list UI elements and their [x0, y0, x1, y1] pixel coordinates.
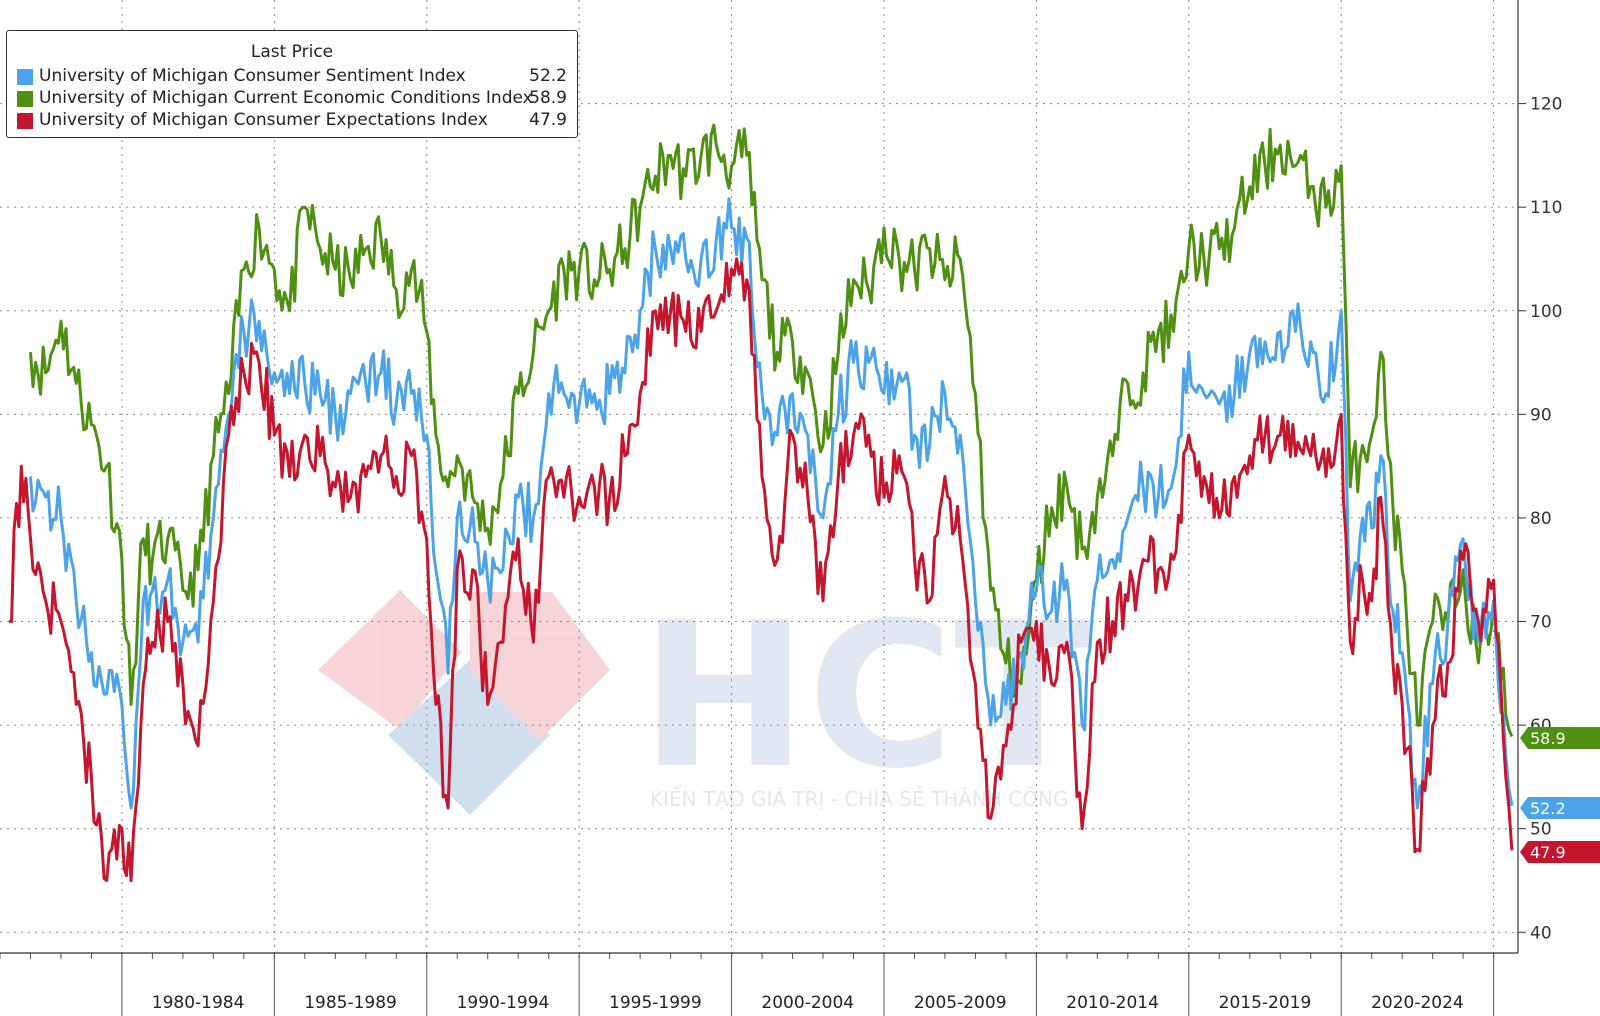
x-tick-label: 2005-2009 — [914, 993, 1007, 1013]
x-tick-label: 2000-2004 — [761, 993, 854, 1013]
y-tick-label-120: 120 — [1530, 95, 1562, 115]
y-tick-label-90: 90 — [1530, 405, 1552, 425]
x-tick-label: 2020-2024 — [1371, 993, 1464, 1013]
legend-entry-sentiment: University of Michigan Consumer Sentimen… — [17, 65, 567, 87]
x-tick-label: 1980-1984 — [152, 993, 245, 1013]
last-value-tag-bg — [1520, 727, 1600, 749]
legend-swatch-sentiment — [17, 69, 33, 85]
series-line-expectations — [9, 257, 1514, 882]
legend-value-expectations: 47.9 — [529, 110, 567, 130]
legend-entry-expectations: University of Michigan Consumer Expectat… — [17, 109, 567, 131]
y-tick-label-40: 40 — [1530, 923, 1552, 943]
y-tick-label-80: 80 — [1530, 509, 1552, 529]
legend-name-sentiment: University of Michigan Consumer Sentimen… — [39, 66, 466, 86]
last-value-tags: 58.9 52.2 47.9 — [1520, 727, 1600, 863]
legend-entry-current-conditions: University of Michigan Current Economic … — [17, 87, 567, 109]
legend-swatch-current-conditions — [17, 91, 33, 107]
series-line-sentiment — [29, 197, 1514, 810]
last-value-tag-expectations: 47.9 — [1520, 841, 1600, 863]
legend: Last Price University of Michigan Consum… — [6, 30, 578, 138]
watermark-logo-text: HCT — [640, 580, 1091, 813]
series-layer — [9, 123, 1514, 882]
watermark-logo-left-diamond — [318, 590, 462, 730]
legend-title: Last Price — [250, 42, 334, 62]
last-value-tag-bg — [1520, 797, 1600, 819]
last-value-tag-text: 58.9 — [1530, 729, 1566, 748]
last-value-tag-bg — [1520, 841, 1600, 863]
last-value-tag-current-conditions: 58.9 — [1520, 727, 1600, 749]
watermark: HCT KIẾN TẠO GIÁ TRỊ - CHIA SẺ THÀNH CÔN… — [318, 580, 1091, 815]
last-value-tag-text: 52.2 — [1530, 799, 1566, 818]
legend-name-current-conditions: University of Michigan Current Economic … — [39, 88, 533, 108]
series-line-current-conditions — [29, 123, 1514, 738]
legend-value-sentiment: 52.2 — [529, 66, 567, 86]
last-value-tag-sentiment: 52.2 — [1520, 797, 1600, 819]
x-tick-label: 1985-1989 — [304, 993, 397, 1013]
x-tick-label: 1995-1999 — [609, 993, 702, 1013]
x-tick-label: 2010-2014 — [1066, 993, 1159, 1013]
legend-value-current-conditions: 58.9 — [529, 88, 567, 108]
y-tick-label-100: 100 — [1530, 302, 1562, 322]
legend-name-expectations: University of Michigan Consumer Expectat… — [39, 110, 488, 130]
x-tick-label: 1990-1994 — [457, 993, 550, 1013]
last-value-tag-text: 47.9 — [1530, 843, 1566, 862]
y-tick-label-70: 70 — [1530, 613, 1552, 633]
watermark-slogan: KIẾN TẠO GIÁ TRỊ - CHIA SẺ THÀNH CÔNG — [650, 786, 1068, 811]
x-tick-label: 2015-2019 — [1219, 993, 1312, 1013]
legend-swatch-expectations — [17, 113, 33, 129]
y-tick-label-50: 50 — [1530, 820, 1552, 840]
y-tick-label-110: 110 — [1530, 198, 1562, 218]
